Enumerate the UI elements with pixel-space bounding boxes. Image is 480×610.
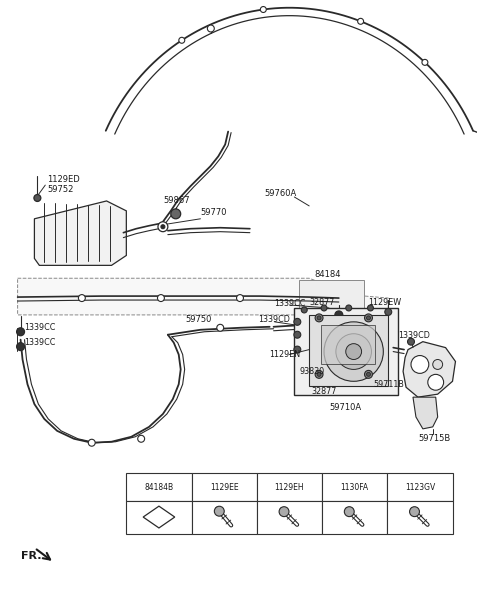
Text: 1339CC: 1339CC	[275, 298, 306, 307]
Text: 59711B: 59711B	[373, 380, 404, 389]
Text: 59715B: 59715B	[418, 434, 450, 443]
Circle shape	[207, 25, 214, 32]
Polygon shape	[35, 201, 126, 265]
Circle shape	[294, 331, 301, 338]
Circle shape	[161, 224, 165, 229]
Bar	[192, 501, 257, 534]
Circle shape	[317, 316, 321, 320]
Circle shape	[364, 370, 372, 378]
Circle shape	[385, 309, 392, 315]
Circle shape	[433, 359, 443, 370]
Circle shape	[315, 370, 323, 378]
Bar	[294, 308, 398, 395]
Circle shape	[335, 311, 343, 319]
Circle shape	[138, 436, 144, 442]
Circle shape	[367, 316, 371, 320]
Circle shape	[78, 295, 85, 301]
Circle shape	[17, 343, 24, 351]
Circle shape	[321, 305, 327, 311]
Text: 59867: 59867	[163, 196, 190, 206]
Bar	[321, 325, 375, 364]
Text: 93830: 93830	[300, 367, 324, 376]
Circle shape	[315, 314, 323, 322]
Circle shape	[344, 507, 354, 517]
Circle shape	[346, 305, 352, 311]
Circle shape	[358, 18, 363, 24]
Circle shape	[409, 507, 420, 517]
Bar	[126, 473, 192, 501]
Circle shape	[237, 295, 243, 301]
Circle shape	[279, 507, 289, 517]
Text: 59760A: 59760A	[264, 188, 297, 198]
Text: 1339CC: 1339CC	[24, 338, 56, 347]
Polygon shape	[413, 397, 438, 429]
Circle shape	[179, 37, 185, 43]
Circle shape	[408, 338, 414, 345]
Circle shape	[336, 334, 372, 370]
Bar	[387, 473, 453, 501]
Bar	[309, 315, 388, 386]
Circle shape	[217, 325, 224, 331]
Circle shape	[411, 356, 429, 373]
Circle shape	[324, 322, 384, 381]
Text: 1129EN: 1129EN	[270, 350, 301, 359]
Circle shape	[34, 195, 41, 201]
Text: 59770: 59770	[201, 209, 227, 217]
Text: 1129EH: 1129EH	[275, 483, 304, 492]
Circle shape	[346, 343, 361, 359]
Circle shape	[260, 7, 266, 12]
Circle shape	[364, 314, 372, 322]
Text: 84184: 84184	[314, 270, 341, 279]
Polygon shape	[143, 506, 175, 528]
Circle shape	[301, 307, 307, 313]
Text: 1339CD: 1339CD	[258, 315, 289, 325]
Text: 59752: 59752	[47, 185, 73, 193]
Text: 1123GV: 1123GV	[405, 483, 435, 492]
Circle shape	[294, 318, 301, 325]
Circle shape	[317, 372, 321, 376]
Bar	[322, 501, 387, 534]
Circle shape	[422, 59, 428, 65]
Text: 1130FA: 1130FA	[341, 483, 369, 492]
Text: 1129ED: 1129ED	[47, 174, 80, 184]
Circle shape	[428, 375, 444, 390]
Text: 84184B: 84184B	[144, 483, 173, 492]
Bar	[126, 501, 192, 534]
Text: 59710A: 59710A	[329, 403, 361, 412]
Bar	[300, 280, 363, 308]
Text: 1339CD: 1339CD	[398, 331, 430, 340]
Polygon shape	[18, 278, 388, 315]
Bar	[257, 501, 322, 534]
Circle shape	[215, 506, 224, 516]
Text: 1129EE: 1129EE	[210, 483, 239, 492]
Circle shape	[157, 295, 164, 301]
Circle shape	[368, 305, 373, 311]
Text: FR.: FR.	[21, 551, 41, 561]
Circle shape	[367, 372, 371, 376]
Text: 59750: 59750	[186, 315, 212, 325]
Circle shape	[294, 346, 301, 353]
Circle shape	[171, 209, 180, 219]
Circle shape	[479, 132, 480, 138]
Polygon shape	[403, 342, 456, 397]
Bar	[257, 473, 322, 501]
Text: 1129EW: 1129EW	[369, 298, 402, 307]
Circle shape	[158, 222, 168, 232]
Text: 1339CC: 1339CC	[24, 323, 56, 332]
Circle shape	[88, 439, 95, 446]
Bar	[387, 501, 453, 534]
Text: 32877: 32877	[311, 387, 336, 396]
Circle shape	[17, 328, 24, 336]
Text: 32877: 32877	[309, 298, 335, 307]
Bar	[192, 473, 257, 501]
Bar	[322, 473, 387, 501]
